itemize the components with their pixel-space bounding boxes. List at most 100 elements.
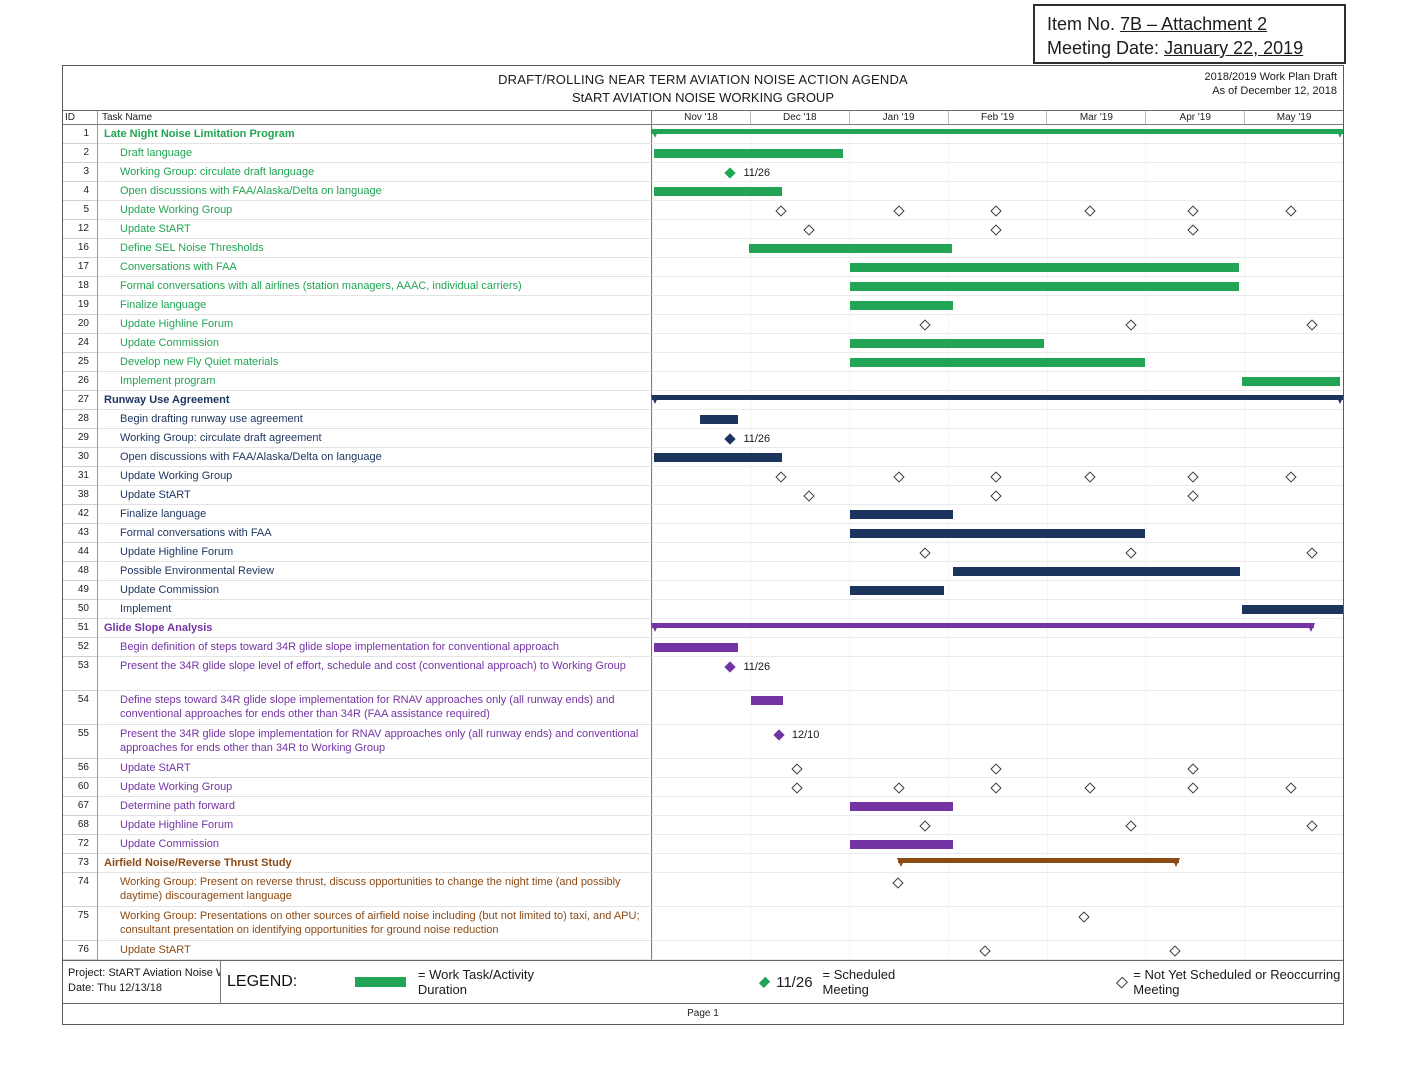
hollow-diamond-icon [791,781,803,794]
task-id: 18 [63,277,98,296]
task-name: Update StART [98,759,652,778]
gantt-row: 67 Determine path forward [63,797,1343,816]
task-name: Working Group: circulate draft agreement [98,429,652,448]
unscheduled-meeting-milestone [1285,778,1297,797]
row-timeline: 11/26 [652,163,1343,182]
gantt-row: 38 Update StART [63,486,1343,505]
row-timeline [652,277,1343,296]
task-id: 53 [63,657,98,691]
task-bar [850,840,954,849]
month-label: Apr '19 [1146,111,1246,124]
gantt-row: 1 Late Night Noise Limitation Program [63,125,1344,144]
row-timeline [652,334,1343,353]
row-timeline [652,220,1343,239]
hollow-diamond-icon [990,489,1002,502]
gantt-row: 30 Open discussions with FAA/Alaska/Delta… [63,448,1343,467]
unscheduled-meeting-milestone [919,543,931,562]
task-bar [1242,377,1341,386]
milestone-date-label: 12/10 [791,728,820,741]
row-timeline [652,854,1343,873]
unscheduled-meeting-milestone [919,816,931,835]
row-timeline [651,619,1343,638]
unscheduled-meeting-milestone [893,778,905,797]
gantt-row: 24 Update Commission [63,334,1343,353]
hollow-diamond-icon [1285,470,1297,483]
task-id: 4 [63,182,98,201]
task-bar [850,510,954,519]
task-name: Glide Slope Analysis [98,619,652,638]
legend-band: Project: StART Aviation Noise W Date: Th… [63,960,1343,1004]
month-label: Mar '19 [1047,111,1147,124]
task-name: Present the 34R glide slope level of eff… [98,657,652,691]
month-label: Dec '18 [751,111,850,124]
row-timeline [652,315,1343,334]
task-id: 16 [63,239,98,258]
unscheduled-meeting-milestone [1169,941,1182,960]
task-name: Conversations with FAA [98,258,652,277]
task-id: 2 [63,144,98,163]
hollow-diamond-icon [1306,318,1318,331]
task-name: Update Commission [98,835,652,854]
task-bar [850,586,945,595]
row-timeline [652,410,1343,429]
milestone-date-label: 11/26 [743,166,771,179]
unscheduled-meeting-milestone [1084,778,1097,797]
gantt-row: 75 Working Group: Presentations on other … [63,907,1343,941]
hollow-diamond-icon [1187,470,1199,483]
gantt-row: 20 Update Highline Forum [63,315,1343,334]
task-id: 5 [63,201,98,220]
task-id: 19 [63,296,98,315]
task-id: 44 [63,543,98,562]
filled-diamond-icon [724,660,737,673]
task-id: 1 [63,125,98,144]
gantt-row: 25 Develop new Fly Quiet materials [63,353,1343,372]
summary-end-arrow-icon [896,858,905,867]
filled-diamond-icon [724,432,737,445]
meeting-date-line: Meeting Date: January 22, 2019 [1047,38,1304,58]
task-bar [850,339,1044,348]
task-name: Begin definition of steps toward 34R gli… [98,638,652,657]
hollow-diamond-icon [990,781,1002,794]
table-header: ID Task Name Nov '18 Dec '18 Jan '19 Feb '1… [63,111,1343,125]
task-name: Update Working Group [98,778,652,797]
task-id: 26 [63,372,98,391]
gantt-row: 44 Update Highline Forum [63,543,1343,562]
task-name: Formal conversations with FAA [98,524,652,543]
attachment-stamp: Item No. 7B – Attachment 2 Meeting Date:… [1033,4,1346,64]
scheduled-meeting-milestone: 11/26 [724,429,771,448]
task-id: 3 [63,163,98,182]
task-name: Define steps toward 34R glide slope impl… [98,691,652,725]
scheduled-meeting-label: = Scheduled Meeting [822,967,896,997]
unscheduled-meeting-milestone [1285,467,1297,486]
unscheduled-meeting-milestone [990,201,1002,220]
task-id: 24 [63,334,98,353]
unscheduled-meeting-milestone [893,467,905,486]
row-timeline [652,353,1343,372]
milestone-date-label: 11/26 [743,432,771,445]
row-timeline [652,467,1343,486]
unscheduled-meeting-milestone [803,220,815,239]
gantt-row: 74 Working Group: Present on reverse thru… [63,873,1343,907]
task-name: Draft language [98,144,652,163]
unscheduled-meeting-milestone [791,778,803,797]
task-id: 48 [63,562,98,581]
unscheduled-meeting-milestone [990,759,1002,778]
row-timeline [652,486,1343,505]
month-label: May '19 [1276,112,1312,123]
row-timeline [652,524,1343,543]
hollow-diamond-icon [775,470,787,483]
task-bar [654,643,738,652]
unscheduled-meeting-milestone [1084,467,1097,486]
hollow-diamond-icon [1124,546,1137,559]
summary-bar [651,129,1344,141]
hollow-diamond-icon [1187,204,1199,217]
gantt-row: 76 Update StART [63,941,1343,960]
task-bar [850,263,1240,272]
unscheduled-meeting-milestone [1306,543,1318,562]
task-id: 30 [63,448,98,467]
gantt-row: 2 Draft language [63,144,1343,163]
row-timeline: 12/10 [652,725,1343,759]
hollow-diamond-icon [990,470,1002,483]
unscheduled-meeting-diamond-icon [1115,976,1128,988]
